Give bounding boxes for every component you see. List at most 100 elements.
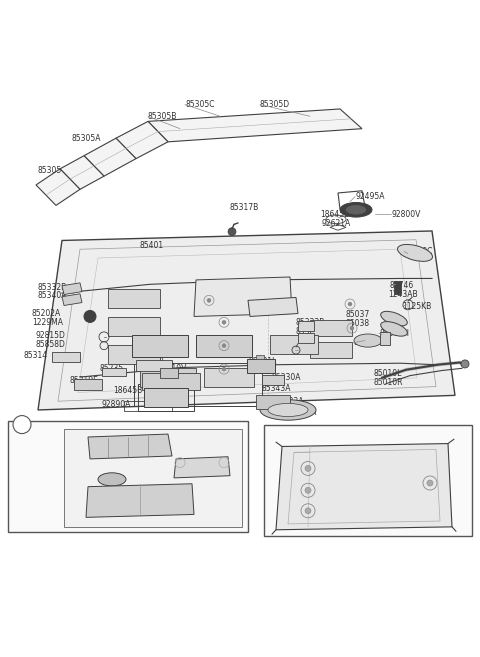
Polygon shape [194, 277, 292, 317]
Polygon shape [148, 109, 362, 142]
Text: 92495A: 92495A [355, 192, 384, 201]
Bar [247, 359, 275, 373]
Polygon shape [174, 457, 230, 478]
Bar [264, 424, 472, 535]
Text: 85333L: 85333L [295, 327, 324, 336]
Circle shape [222, 367, 226, 371]
Polygon shape [248, 298, 298, 317]
Circle shape [222, 321, 226, 325]
Text: 85340A: 85340A [38, 292, 68, 300]
Text: 92820: 92820 [14, 484, 38, 493]
Bar [142, 373, 200, 390]
Bar [52, 351, 80, 362]
Text: 92815D: 92815D [36, 331, 66, 340]
Text: 85201A: 85201A [135, 356, 164, 365]
Bar [380, 332, 390, 345]
Text: 85330A: 85330A [272, 373, 301, 382]
Circle shape [461, 360, 469, 368]
Bar [140, 367, 196, 386]
Text: 85333R: 85333R [295, 318, 324, 327]
Bar [270, 336, 318, 354]
Text: 85343A: 85343A [261, 384, 290, 392]
Text: 85332B: 85332B [38, 283, 67, 292]
Text: 85340H: 85340H [379, 328, 409, 338]
Circle shape [84, 311, 96, 323]
Text: 1125KB: 1125KB [402, 302, 431, 311]
Bar [298, 332, 314, 343]
Polygon shape [36, 169, 80, 206]
Bar [124, 401, 172, 411]
Text: 85305: 85305 [38, 166, 62, 175]
Text: 92825B: 92825B [133, 522, 162, 532]
Bar [256, 396, 290, 409]
Text: 85317B: 85317B [230, 203, 259, 212]
Bar [160, 367, 178, 378]
Ellipse shape [340, 202, 372, 217]
Text: 85343A: 85343A [353, 338, 383, 348]
Ellipse shape [397, 244, 432, 261]
Text: 85305A: 85305A [72, 133, 101, 143]
Bar [298, 321, 314, 331]
Bar [108, 317, 160, 336]
Text: 92800V: 92800V [391, 210, 420, 219]
Ellipse shape [346, 206, 366, 214]
Circle shape [13, 416, 31, 434]
Circle shape [305, 508, 311, 514]
Text: 85305B: 85305B [148, 112, 178, 121]
Text: 85858D: 85858D [36, 340, 66, 349]
Text: 85314: 85314 [24, 351, 48, 359]
Circle shape [228, 228, 236, 236]
Bar [144, 388, 188, 407]
Bar [102, 367, 126, 376]
Text: 92850: 92850 [14, 475, 38, 484]
Polygon shape [38, 231, 455, 410]
Text: 85305C: 85305C [185, 100, 215, 109]
Bar [108, 290, 160, 308]
Polygon shape [88, 434, 172, 459]
Ellipse shape [354, 334, 382, 347]
Text: 85401: 85401 [140, 241, 164, 250]
Text: 85035: 85035 [256, 301, 280, 310]
Polygon shape [276, 443, 452, 530]
Circle shape [348, 302, 352, 306]
Polygon shape [256, 355, 264, 359]
Circle shape [350, 326, 354, 330]
Text: 85401: 85401 [358, 490, 382, 499]
Circle shape [427, 480, 433, 486]
Text: 72933A: 72933A [274, 397, 303, 405]
Bar [132, 336, 188, 357]
Circle shape [222, 344, 226, 348]
Text: 10410V: 10410V [157, 364, 186, 373]
Bar [262, 375, 284, 385]
Text: 92621A: 92621A [322, 219, 351, 228]
Text: 85037: 85037 [345, 311, 369, 319]
Text: 92800A: 92800A [287, 409, 316, 417]
Polygon shape [84, 138, 136, 176]
Circle shape [305, 465, 311, 472]
Text: 85305D: 85305D [260, 100, 290, 109]
Bar [134, 363, 262, 405]
Bar [136, 360, 172, 371]
Ellipse shape [260, 399, 316, 420]
Text: 85235: 85235 [100, 364, 124, 373]
Text: W/SUN ROOF: W/SUN ROOF [309, 434, 380, 444]
Text: 92890A: 92890A [101, 399, 131, 409]
Text: 1125GA: 1125GA [299, 346, 329, 355]
Text: 85746: 85746 [390, 281, 414, 290]
Text: 18645B: 18645B [113, 386, 142, 395]
Text: 85202A: 85202A [32, 309, 61, 318]
Bar [138, 384, 194, 411]
Polygon shape [62, 283, 82, 294]
Text: 1229MA: 1229MA [32, 318, 63, 327]
Text: 18643K: 18643K [110, 499, 139, 508]
Circle shape [207, 298, 211, 302]
Circle shape [305, 487, 311, 493]
Ellipse shape [98, 473, 126, 486]
Text: 85319E: 85319E [70, 376, 99, 385]
Text: 92822: 92822 [225, 459, 249, 468]
Text: 85010R: 85010R [374, 378, 404, 387]
Text: 18645E: 18645E [320, 210, 349, 219]
Bar [64, 429, 242, 527]
Text: 85038: 85038 [345, 319, 369, 328]
Polygon shape [62, 294, 82, 306]
